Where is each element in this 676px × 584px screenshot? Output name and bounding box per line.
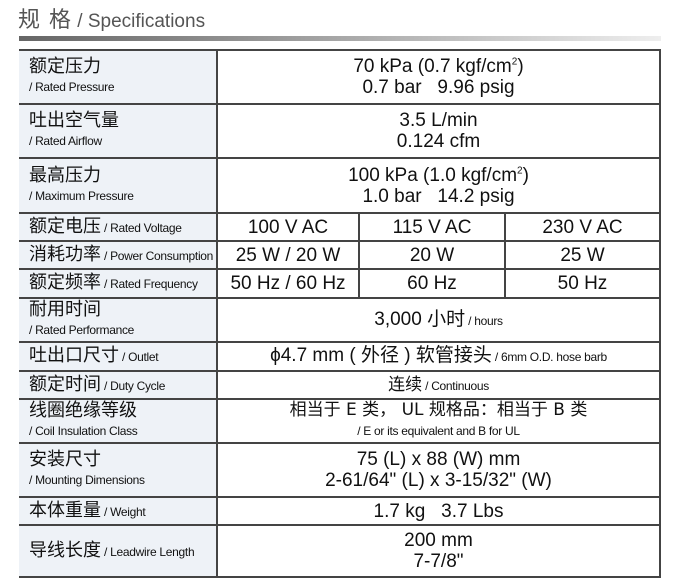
rows-outlet-v: ϕ4.7 mm ( 外径 ) 软管接头 bbox=[270, 345, 492, 366]
rows-rated-voltage-zh: 额定电压 bbox=[29, 215, 101, 237]
rows-power-vals-0: 25 W / 20 W bbox=[217, 240, 360, 270]
rows-power-vals-2: 25 W bbox=[505, 240, 661, 270]
rows-insulation-en-v: / E or its equivalent and B for UL bbox=[357, 424, 520, 438]
rows-frequency-vals-2: 50 Hz bbox=[505, 268, 661, 299]
row-outlet: 吐出口尺寸 / Outlet ϕ4.7 mm ( 外径 ) 软管接头 / 6mm… bbox=[19, 341, 661, 372]
rows-weight-zh: 本体重量 bbox=[29, 499, 101, 521]
rows-leadwire-v1: 200 mm bbox=[404, 530, 473, 551]
rows-power-zh: 消耗功率 bbox=[29, 243, 101, 265]
row-rated-pressure: 额定压力 / Rated Pressure 70 kPa (0.7 kgf/cm2… bbox=[19, 49, 661, 105]
rows-duty-v: 连续 bbox=[388, 374, 423, 395]
rows-rated-pressure-v1a: 70 kPa (0.7 kgf/cm bbox=[353, 56, 512, 77]
rows-insulation-en: / Coil Insulation Class bbox=[29, 424, 138, 438]
rows-leadwire-zh: 导线长度 bbox=[29, 539, 101, 561]
rows-weight-en: / Weight bbox=[101, 504, 146, 519]
rows-max-pressure-v2: 1.0 bar 14.2 psig bbox=[362, 185, 515, 207]
rows-frequency-en: / Rated Frequency bbox=[101, 277, 198, 291]
rows-performance-en: / Rated Performance bbox=[29, 323, 135, 337]
rows-max-pressure-v1a: 100 kPa (1.0 kgf/cm bbox=[348, 164, 518, 186]
rows-rated-pressure-zh: 额定压力 bbox=[29, 56, 101, 77]
rows-outlet-en-v: / 6mm O.D. hose barb bbox=[491, 350, 607, 364]
rows-weight-v: 1.7 kg 3.7 Lbs bbox=[217, 496, 661, 526]
row-frequency: 额定频率 / Rated Frequency 50 Hz / 60 Hz 60 H… bbox=[19, 268, 661, 299]
row-max-pressure: 最高压力 / Maximum Pressure 100 kPa (1.0 kgf/… bbox=[19, 157, 661, 214]
rows-rated-airflow-v2: 0.124 cfm bbox=[396, 131, 481, 152]
rows-rated-voltage-vals-2: 230 V AC bbox=[505, 212, 661, 242]
rows-insulation-v: 相当于 E 类， UL 规格品：相当于 B 类 bbox=[289, 400, 588, 420]
rows-max-pressure-zh: 最高压力 bbox=[29, 164, 101, 186]
rows-performance-unit: / hours bbox=[465, 313, 503, 328]
rows-mounting-v1: 75 (L) x 88 (W) mm bbox=[356, 449, 521, 470]
rows-rated-pressure-v2: 0.7 bar 9.96 psig bbox=[362, 77, 515, 98]
rows-duty-en: / Duty Cycle bbox=[101, 378, 166, 393]
rows-rated-voltage-vals-0: 100 V AC bbox=[217, 212, 360, 242]
rows-rated-airflow-v1: 3.5 L/min bbox=[399, 110, 478, 131]
row-rated-voltage: 额定电压 / Rated Voltage 100 V AC 115 V AC 230… bbox=[19, 212, 661, 242]
rows-rated-voltage-en: / Rated Voltage bbox=[101, 220, 182, 235]
rows-performance-zh: 耐用时间 bbox=[29, 299, 101, 320]
rows-mounting-en: / Mounting Dimensions bbox=[29, 473, 145, 487]
row-performance: 耐用时间 / Rated Performance 3,000 小时 / hours bbox=[19, 297, 661, 343]
rows-rated-pressure-sup: 2 bbox=[511, 56, 518, 68]
row-duty: 额定时间 / Duty Cycle 连续 / Continuous bbox=[19, 370, 661, 400]
rows-power-en: / Power Consumption bbox=[101, 248, 214, 263]
row-leadwire: 导线长度 / Leadwire Length 200 mm 7-7/8" bbox=[19, 524, 661, 578]
rows-rated-pressure-en: / Rated Pressure bbox=[29, 80, 115, 94]
rows-max-pressure-v1b: ) bbox=[522, 164, 529, 186]
rows-outlet-en: / Outlet bbox=[119, 350, 159, 364]
rows-duty-en-v: / Continuous bbox=[422, 378, 489, 393]
title-zh: 规 格 bbox=[18, 8, 72, 33]
row-weight: 本体重量 / Weight 1.7 kg 3.7 Lbs bbox=[19, 496, 661, 526]
rows-max-pressure-sup: 2 bbox=[517, 165, 523, 177]
rows-frequency-zh: 额定频率 bbox=[29, 272, 101, 293]
rows-frequency-vals-0: 50 Hz / 60 Hz bbox=[217, 268, 360, 299]
rows-leadwire-en: / Leadwire Length bbox=[101, 544, 195, 559]
rows-mounting-zh: 安装尺寸 bbox=[29, 449, 101, 470]
rows-outlet-zh: 吐出口尺寸 bbox=[29, 345, 119, 366]
rows-mounting-v2: 2-61/64" (L) x 3-15/32" (W) bbox=[325, 470, 552, 491]
title-divider bbox=[19, 36, 661, 41]
rows-duty-zh: 额定时间 bbox=[29, 373, 101, 395]
rows-frequency-vals-1: 60 Hz bbox=[359, 268, 506, 299]
row-rated-airflow: 吐出空气量 / Rated Airflow 3.5 L/min 0.124 cfm bbox=[19, 103, 661, 159]
rows-leadwire-v2: 7-7/8" bbox=[413, 551, 464, 572]
rows-rated-pressure-v1b: ) bbox=[517, 56, 524, 77]
section-title: 规 格 / Specifications bbox=[18, 2, 205, 34]
rows-rated-voltage-vals-1: 115 V AC bbox=[359, 212, 506, 242]
row-insulation: 线圈绝缘等级 / Coil Insulation Class 相当于 E 类， U… bbox=[19, 398, 661, 444]
row-power: 消耗功率 / Power Consumption 25 W / 20 W 20 W… bbox=[19, 240, 661, 270]
rows-max-pressure-en: / Maximum Pressure bbox=[29, 188, 134, 203]
rows-performance-v: 3,000 小时 bbox=[374, 308, 466, 330]
rows-insulation-zh: 线圈绝缘等级 bbox=[29, 400, 137, 421]
spec-table: 额定压力 / Rated Pressure 70 kPa (0.7 kgf/cm2… bbox=[19, 49, 661, 578]
rows-power-vals-1: 20 W bbox=[359, 240, 506, 270]
row-mounting: 安装尺寸 / Mounting Dimensions 75 (L) x 88 (W… bbox=[19, 442, 661, 498]
rows-rated-airflow-en: / Rated Airflow bbox=[29, 134, 102, 148]
rows-rated-airflow-zh: 吐出空气量 bbox=[29, 110, 119, 131]
title-en: / Specifications bbox=[72, 11, 206, 32]
